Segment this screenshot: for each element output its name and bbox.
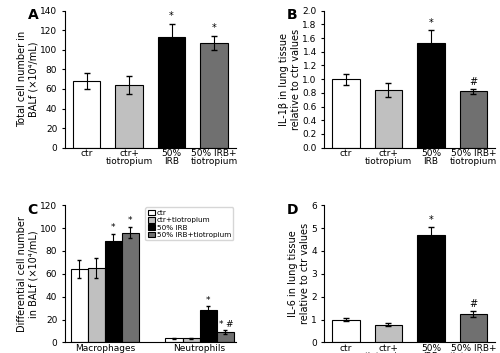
Bar xyxy=(122,233,139,342)
Text: #: # xyxy=(470,77,478,87)
Bar xyxy=(374,325,402,342)
Legend: ctr, ctr+tiotropium, 50% IRB, 50% IRB+tiotropium: ctr, ctr+tiotropium, 50% IRB, 50% IRB+ti… xyxy=(146,208,234,240)
Text: C: C xyxy=(28,203,38,216)
Bar xyxy=(417,43,444,148)
Text: *: * xyxy=(428,215,434,225)
Y-axis label: IL-6 in lung tissue
relative to ctr values: IL-6 in lung tissue relative to ctr valu… xyxy=(288,223,310,324)
Text: *: * xyxy=(206,296,210,305)
Bar xyxy=(332,79,359,148)
Text: *: * xyxy=(428,18,434,28)
Y-axis label: Differential cell number
in BALf (×10⁴/mL): Differential cell number in BALf (×10⁴/m… xyxy=(17,216,38,332)
Bar xyxy=(460,314,487,342)
Text: A: A xyxy=(28,8,38,22)
Text: *: * xyxy=(111,223,116,232)
Text: *: * xyxy=(169,11,174,22)
Text: *: * xyxy=(212,23,216,33)
Text: #: # xyxy=(470,299,478,309)
Text: B: B xyxy=(287,8,298,22)
Bar xyxy=(70,269,88,342)
Bar xyxy=(460,91,487,148)
Bar xyxy=(200,43,228,148)
Text: *: * xyxy=(128,216,132,225)
Bar xyxy=(332,319,359,342)
Bar xyxy=(158,37,186,148)
Bar xyxy=(105,241,122,342)
Text: *: * xyxy=(219,320,224,329)
Bar xyxy=(116,85,143,148)
Text: D: D xyxy=(287,203,298,216)
Bar xyxy=(417,235,444,342)
Bar xyxy=(200,310,216,342)
Bar xyxy=(166,339,182,342)
Bar xyxy=(88,268,105,342)
Y-axis label: IL-1β in lung tissue
relative to ctr values: IL-1β in lung tissue relative to ctr val… xyxy=(280,29,301,130)
Bar xyxy=(374,90,402,148)
Bar xyxy=(73,81,101,148)
Text: #: # xyxy=(225,320,232,329)
Y-axis label: Total cell number in
BALf (×10⁴/mL): Total cell number in BALf (×10⁴/mL) xyxy=(17,31,38,127)
Bar xyxy=(182,339,200,342)
Bar xyxy=(216,332,234,342)
